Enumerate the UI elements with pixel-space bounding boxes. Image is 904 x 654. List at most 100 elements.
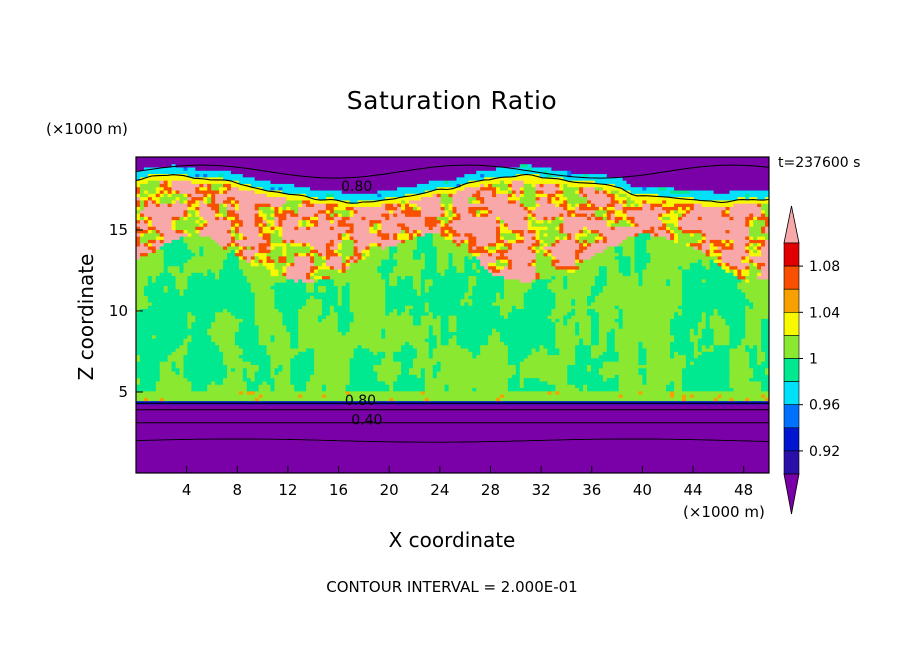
heatmap-cell <box>416 351 430 356</box>
heatmap-cell <box>420 370 426 375</box>
heatmap-cell <box>535 216 545 221</box>
heatmap-field <box>136 157 769 473</box>
heatmap-cell <box>238 321 256 326</box>
heatmap-cell <box>389 232 394 237</box>
heatmap-cell <box>440 364 517 369</box>
heatmap-cell <box>563 226 584 231</box>
heatmap-cell <box>729 347 746 352</box>
heatmap-cell <box>598 354 620 359</box>
heatmap-cell <box>401 364 414 369</box>
heatmap-cell <box>139 232 145 237</box>
heatmap-cell <box>733 272 738 277</box>
heatmap-cell <box>381 226 402 231</box>
heatmap-cell <box>674 222 679 227</box>
heatmap-cell <box>480 351 509 356</box>
heatmap-cell <box>219 242 228 247</box>
heatmap-cell <box>678 216 683 221</box>
heatmap-cell <box>306 347 315 352</box>
heatmap-cell <box>286 216 303 221</box>
heatmap-cell <box>602 189 608 194</box>
heatmap-cell <box>701 351 731 356</box>
heatmap-cell <box>314 364 351 369</box>
heatmap-cell <box>416 229 422 234</box>
heatmap-cell <box>567 364 588 369</box>
heatmap-cell <box>266 222 272 227</box>
heatmap-cell <box>155 236 165 240</box>
heatmap-cell <box>749 259 754 263</box>
heatmap-cell <box>381 242 398 247</box>
heatmap-cell <box>203 216 216 221</box>
heatmap-cell <box>753 245 758 250</box>
heatmap-cell <box>681 288 742 293</box>
heatmap-cell <box>345 229 355 234</box>
heatmap-cell <box>361 252 367 257</box>
x-tick-label: 8 <box>233 481 243 499</box>
heatmap-cell <box>590 321 600 326</box>
heatmap-cell <box>555 193 564 198</box>
heatmap-cell <box>507 183 513 188</box>
heatmap-cell <box>765 229 769 234</box>
heatmap-cell <box>539 275 553 280</box>
heatmap-cell <box>555 338 580 342</box>
heatmap-cell <box>567 196 588 201</box>
heatmap-cell <box>713 308 719 313</box>
heatmap-cell <box>151 278 157 283</box>
heatmap-cell <box>511 259 533 263</box>
heatmap-cell <box>191 193 204 198</box>
heatmap-cell <box>321 394 327 398</box>
heatmap-cell <box>262 219 268 224</box>
heatmap-cell <box>389 252 394 257</box>
heatmap-cell <box>349 298 386 303</box>
heatmap-cell <box>282 318 299 323</box>
heatmap-cell <box>701 344 707 349</box>
heatmap-cell <box>195 186 200 191</box>
heatmap-cell <box>373 351 378 356</box>
heatmap-cell <box>590 242 620 247</box>
x-axis: 4 8 12 16 20 24 28 32 36 40 44 48 <box>182 466 753 499</box>
heatmap-cell <box>614 331 671 336</box>
heatmap-cell <box>503 180 513 184</box>
heatmap-cell <box>535 262 553 267</box>
heatmap-cell <box>496 265 505 270</box>
heatmap-cell <box>211 206 220 211</box>
heatmap-cell <box>725 229 731 234</box>
heatmap-cell <box>321 298 339 303</box>
heatmap-cell <box>543 249 549 254</box>
heatmap-cell <box>610 226 616 231</box>
heatmap-cell <box>234 315 256 319</box>
heatmap-cell <box>155 334 189 339</box>
heatmap-cell <box>468 196 477 201</box>
heatmap-cell <box>306 193 327 198</box>
heatmap-cell <box>670 324 699 329</box>
heatmap-cell <box>428 397 497 402</box>
heatmap-cell <box>408 311 430 316</box>
heatmap-cell <box>535 232 541 237</box>
heatmap-cell <box>207 203 220 207</box>
heatmap-cell <box>543 239 556 244</box>
heatmap-cell <box>598 311 620 316</box>
heatmap-cell <box>167 357 185 362</box>
heatmap-cell <box>618 321 624 326</box>
heatmap-cell <box>432 367 442 372</box>
heatmap-cell <box>638 354 647 359</box>
heatmap-cell <box>381 259 398 263</box>
heatmap-cell <box>662 203 675 207</box>
heatmap-cell <box>452 236 469 240</box>
heatmap-cell <box>606 216 612 221</box>
heatmap-cell <box>689 189 715 194</box>
heatmap-cell <box>468 249 489 254</box>
heatmap-cell <box>171 180 192 184</box>
heatmap-cell <box>681 367 731 372</box>
heatmap-cell <box>234 331 260 336</box>
heatmap-cell <box>147 252 165 257</box>
heatmap-cell <box>622 252 636 257</box>
heatmap-cell <box>223 361 252 365</box>
heatmap-cell <box>496 397 501 402</box>
heatmap-cell <box>416 236 434 240</box>
heatmap-cell <box>246 384 260 389</box>
heatmap-cell <box>456 209 469 214</box>
heatmap-cell <box>476 255 497 260</box>
heatmap-cell <box>472 291 497 296</box>
heatmap-cell <box>187 245 200 250</box>
heatmap-cell <box>242 249 260 254</box>
